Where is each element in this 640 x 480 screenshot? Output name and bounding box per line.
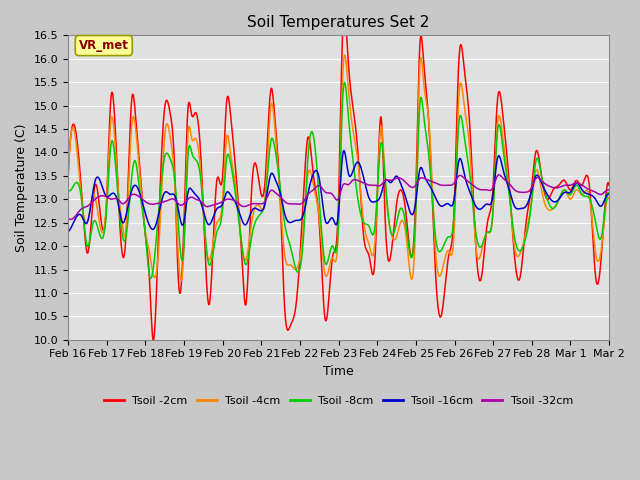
Tsoil -32cm	[64, 216, 72, 222]
Tsoil -32cm	[245, 202, 253, 208]
Y-axis label: Soil Temperature (C): Soil Temperature (C)	[15, 123, 28, 252]
Tsoil -16cm	[64, 229, 72, 235]
Tsoil -8cm	[423, 139, 431, 144]
Tsoil -32cm	[423, 177, 431, 182]
Tsoil -4cm	[64, 178, 72, 183]
Tsoil -4cm	[423, 104, 431, 110]
Tsoil -32cm	[493, 173, 501, 179]
Tsoil -8cm	[541, 191, 549, 197]
Tsoil -16cm	[493, 156, 501, 161]
Tsoil -4cm	[494, 118, 502, 123]
Tsoil -8cm	[185, 145, 193, 151]
Tsoil -2cm	[245, 241, 253, 247]
Tsoil -2cm	[541, 193, 549, 199]
Legend: Tsoil -2cm, Tsoil -4cm, Tsoil -8cm, Tsoil -16cm, Tsoil -32cm: Tsoil -2cm, Tsoil -4cm, Tsoil -8cm, Tsoi…	[99, 391, 578, 410]
Tsoil -2cm	[605, 182, 613, 188]
Tsoil -8cm	[64, 187, 72, 193]
Tsoil -4cm	[341, 52, 349, 58]
Tsoil -4cm	[172, 189, 179, 195]
Tsoil -16cm	[423, 178, 431, 184]
Tsoil -4cm	[185, 124, 193, 130]
Line: Tsoil -4cm: Tsoil -4cm	[68, 55, 609, 280]
Line: Tsoil -32cm: Tsoil -32cm	[68, 175, 609, 219]
Tsoil -4cm	[177, 277, 185, 283]
Tsoil -16cm	[245, 216, 253, 221]
Tsoil -2cm	[172, 196, 179, 202]
Tsoil -8cm	[340, 80, 348, 85]
Tsoil -32cm	[605, 187, 613, 192]
Tsoil -32cm	[172, 198, 179, 204]
Tsoil -4cm	[541, 203, 549, 208]
Tsoil -4cm	[245, 238, 253, 243]
Tsoil -2cm	[150, 337, 157, 343]
Tsoil -2cm	[185, 100, 193, 106]
X-axis label: Time: Time	[323, 365, 354, 378]
Line: Tsoil -8cm: Tsoil -8cm	[68, 83, 609, 278]
Tsoil -8cm	[605, 192, 613, 197]
Tsoil -16cm	[340, 148, 348, 154]
Text: VR_met: VR_met	[79, 39, 129, 52]
Tsoil -32cm	[185, 195, 193, 201]
Tsoil -32cm	[67, 216, 74, 222]
Tsoil -16cm	[184, 188, 192, 194]
Tsoil -2cm	[64, 173, 72, 179]
Tsoil -32cm	[541, 181, 549, 187]
Tsoil -16cm	[172, 194, 179, 200]
Title: Soil Temperatures Set 2: Soil Temperatures Set 2	[248, 15, 430, 30]
Tsoil -4cm	[605, 196, 613, 202]
Tsoil -8cm	[494, 126, 502, 132]
Tsoil -8cm	[245, 249, 253, 255]
Tsoil -8cm	[147, 276, 155, 281]
Tsoil -32cm	[495, 172, 503, 178]
Tsoil -2cm	[340, 11, 348, 16]
Line: Tsoil -2cm: Tsoil -2cm	[68, 13, 609, 340]
Tsoil -16cm	[541, 188, 549, 194]
Tsoil -16cm	[605, 192, 613, 197]
Tsoil -2cm	[423, 97, 431, 103]
Tsoil -8cm	[172, 185, 179, 191]
Line: Tsoil -16cm: Tsoil -16cm	[68, 151, 609, 232]
Tsoil -2cm	[494, 94, 502, 100]
